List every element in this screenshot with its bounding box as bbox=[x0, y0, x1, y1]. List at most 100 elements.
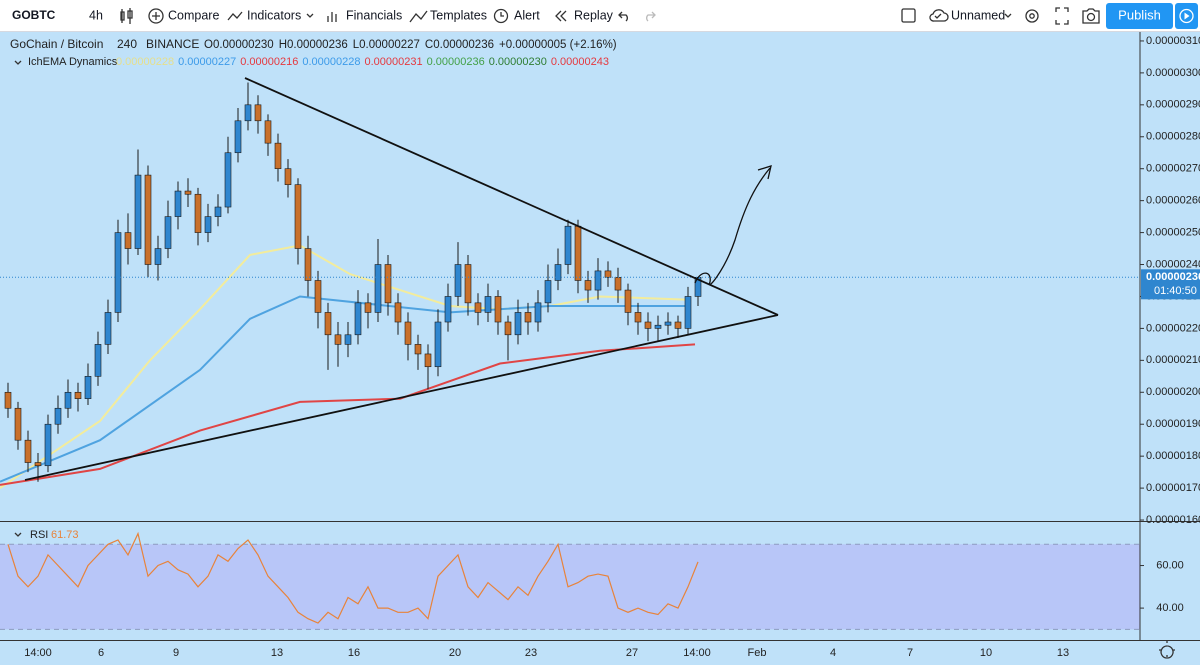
candle-body bbox=[54, 407, 62, 425]
indicator-value: 0.00000243 bbox=[551, 56, 609, 68]
candle-body bbox=[4, 391, 12, 409]
indicator-value: 0.00000231 bbox=[365, 56, 423, 68]
candle-body bbox=[544, 280, 552, 304]
financials-icon[interactable] bbox=[327, 12, 337, 22]
y-tick-label: 0.00000240 bbox=[1146, 258, 1200, 270]
candle-body bbox=[134, 174, 142, 249]
ema-line bbox=[0, 343, 696, 486]
candle-body bbox=[174, 190, 182, 217]
candle-body bbox=[454, 264, 462, 297]
candle-body bbox=[334, 334, 342, 345]
dropdown-icon[interactable] bbox=[306, 13, 314, 18]
financials-button[interactable]: Financials bbox=[346, 8, 402, 22]
x-tick-label: 14:00 bbox=[683, 647, 711, 659]
y-tick-label: 0.00000270 bbox=[1146, 163, 1200, 175]
candle-body bbox=[34, 462, 42, 467]
compare-icon-plus bbox=[152, 12, 160, 20]
candle-body bbox=[634, 312, 642, 323]
indicator-value: 0.00000227 bbox=[178, 56, 236, 68]
indicators-icon[interactable] bbox=[227, 11, 243, 21]
y-tick-label: 0.00000180 bbox=[1146, 450, 1200, 462]
y-tick-label: 0.00000290 bbox=[1146, 99, 1200, 111]
trend-line bbox=[244, 77, 779, 316]
compare-icon[interactable] bbox=[148, 8, 164, 24]
rsi-value: 61.73 bbox=[51, 529, 79, 541]
settings-icon bbox=[1159, 641, 1175, 659]
undo-icon[interactable] bbox=[618, 11, 628, 22]
candle-body bbox=[24, 439, 32, 463]
legend: GoChain / Bitcoin 240 BINANCE O0.0000023… bbox=[10, 37, 617, 541]
candle-body bbox=[614, 276, 622, 291]
trend-line bbox=[24, 314, 779, 481]
symbol-name: GoChain / Bitcoin bbox=[10, 37, 103, 51]
indicator-value: 0.00000228 bbox=[302, 56, 360, 68]
rsi-line bbox=[7, 531, 699, 624]
candle-body bbox=[444, 296, 452, 323]
candle-body bbox=[354, 302, 362, 336]
alert-icon-hand bbox=[500, 12, 504, 17]
candle-body bbox=[394, 302, 402, 323]
candle-body bbox=[124, 232, 132, 249]
candle-body bbox=[604, 270, 612, 278]
cloud-icon[interactable] bbox=[929, 9, 949, 22]
candle-body bbox=[514, 312, 522, 336]
chart-style-icon[interactable] bbox=[120, 8, 133, 24]
candle-body bbox=[84, 376, 92, 399]
publish-button[interactable] bbox=[1106, 3, 1173, 29]
y-tick-label: 0.00000160 bbox=[1146, 514, 1200, 526]
candle-body bbox=[14, 407, 22, 441]
candle-body bbox=[674, 321, 682, 329]
interval-button[interactable]: 4h bbox=[89, 8, 103, 22]
countdown: 01:40:50 bbox=[1154, 285, 1197, 297]
indicator-name: IchEMA Dynamics bbox=[28, 56, 118, 68]
candle-body bbox=[104, 312, 112, 345]
candle-body bbox=[434, 321, 442, 368]
candle-body bbox=[424, 353, 432, 368]
ema-line bbox=[0, 295, 690, 483]
x-tick-label: 4 bbox=[830, 647, 836, 659]
compare-button[interactable]: Compare bbox=[168, 8, 219, 22]
templates-button[interactable]: Templates bbox=[430, 8, 487, 22]
fullscreen-icon[interactable] bbox=[1055, 7, 1069, 25]
alert-button[interactable]: Alert bbox=[514, 8, 540, 22]
x-tick-label: 20 bbox=[449, 647, 461, 659]
x-tick-label: 9 bbox=[173, 647, 179, 659]
candle-body bbox=[264, 120, 272, 144]
candle-body bbox=[684, 296, 692, 329]
replay-icon[interactable] bbox=[555, 10, 567, 22]
indicator-value: 0.00000216 bbox=[240, 56, 298, 68]
arrow-head bbox=[757, 165, 772, 180]
x-tick-label: 6 bbox=[98, 647, 104, 659]
rsi-tick-label: 40.00 bbox=[1156, 602, 1184, 614]
x-tick-label: 13 bbox=[271, 647, 283, 659]
replay-button[interactable]: Replay bbox=[574, 8, 614, 22]
candle-body bbox=[114, 232, 122, 313]
collapse-icon bbox=[14, 532, 22, 537]
x-tick-label: 13 bbox=[1057, 647, 1069, 659]
candle-body bbox=[344, 334, 352, 345]
symbol-button[interactable]: GOBTC bbox=[12, 8, 56, 22]
candle-body bbox=[464, 264, 472, 304]
ohlc-value: +0.00000005 (+2.16%) bbox=[499, 39, 617, 51]
x-tick-label: 16 bbox=[348, 647, 360, 659]
candle-body bbox=[644, 321, 652, 329]
y-tick-label: 0.00000210 bbox=[1146, 354, 1200, 366]
dropdown-icon[interactable] bbox=[1004, 13, 1012, 18]
rsi-name: RSI bbox=[30, 529, 48, 541]
templates-icon[interactable] bbox=[409, 10, 428, 23]
y-tick-label: 0.00000250 bbox=[1146, 226, 1200, 238]
play-icon bbox=[1179, 8, 1194, 24]
candle-body bbox=[574, 225, 582, 281]
snapshot-icon[interactable] bbox=[1082, 8, 1100, 24]
indicators-button[interactable]: Indicators bbox=[247, 8, 301, 22]
settings-icon-core bbox=[1029, 13, 1035, 19]
plot bbox=[0, 82, 1140, 489]
checkbox[interactable] bbox=[901, 8, 916, 23]
y-tick-label: 0.00000200 bbox=[1146, 386, 1200, 398]
candle-body bbox=[494, 296, 502, 323]
alert-icon[interactable] bbox=[493, 8, 509, 24]
redo-icon[interactable] bbox=[646, 11, 656, 22]
settings-icon[interactable] bbox=[1025, 9, 1039, 23]
toolbar: GOBTC 4h Compare Indicators Financials T… bbox=[0, 0, 1200, 32]
layout-name[interactable]: Unnamed bbox=[951, 8, 1005, 22]
